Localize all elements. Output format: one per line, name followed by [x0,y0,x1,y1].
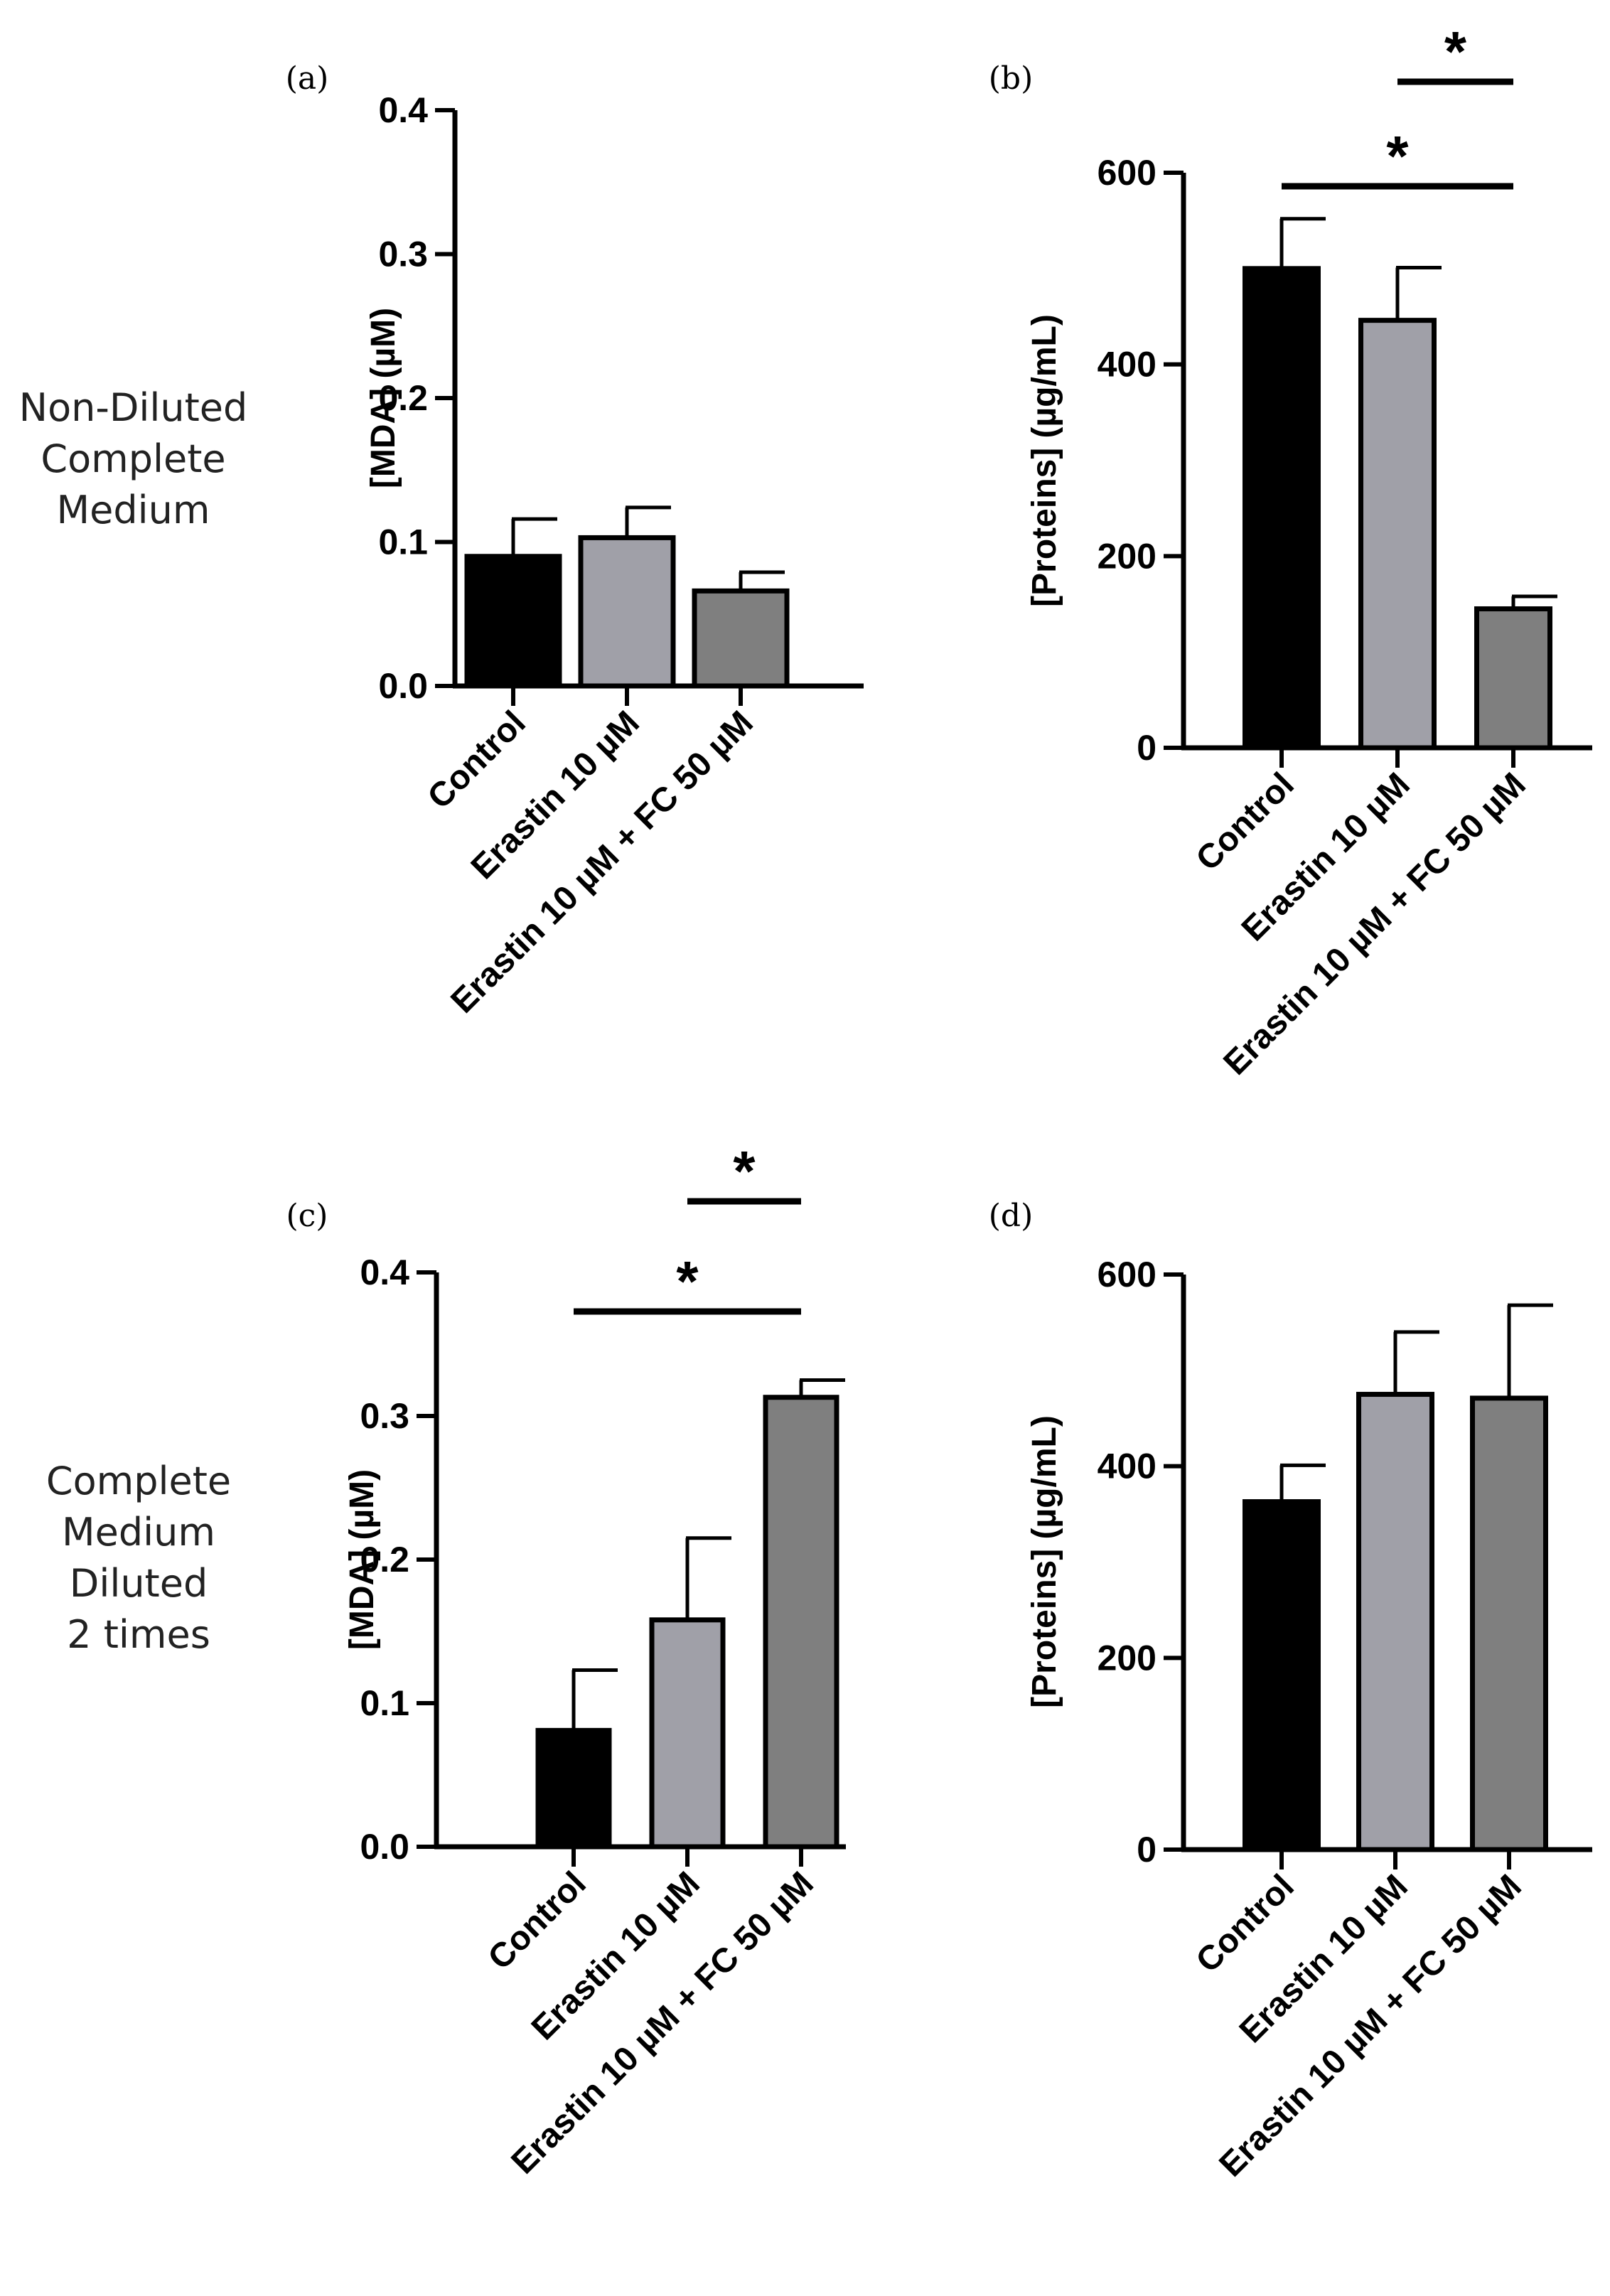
y-tick-label: 400 [1098,345,1156,385]
y-tick-label: 0.2 [360,1540,409,1579]
y-tick-label: 0.1 [360,1683,409,1723]
bar [1470,1395,1548,1852]
x-category-label: Control [421,704,533,816]
significance-star: * [676,1250,699,1313]
y-tick-label: 0.0 [378,666,428,706]
bar [1356,1392,1434,1852]
y-tick-label: 0.4 [378,90,428,130]
row-label-line: Medium [56,488,210,532]
y-axis-title: [Proteins] (µg/mL) [1026,314,1063,607]
y-tick-label: 0 [1137,1830,1156,1869]
row-label-line: Complete [41,436,226,481]
y-tick-label: 0.0 [360,1827,409,1867]
y-axis-title: [MDA] (µM) [343,1469,381,1650]
row-label-line: 2 times [67,1612,210,1657]
x-category-label: Control [481,1865,594,1977]
panel-label: (a) [286,60,329,97]
bar [649,1617,726,1850]
bar [1243,266,1321,751]
significance-star: * [1386,124,1409,188]
significance-star: * [1444,20,1467,83]
bar [1358,318,1437,751]
bar [1474,606,1552,751]
y-tick-label: 0.4 [360,1252,409,1292]
y-tick-label: 0.3 [378,235,428,274]
bar [464,554,562,689]
row-label-line: Diluted [69,1561,208,1606]
row-label-line: Complete [45,1459,232,1503]
bar [692,588,790,689]
bar [763,1395,839,1850]
y-tick-label: 0.2 [378,378,428,418]
y-tick-label: 600 [1098,1255,1156,1294]
panel-label: (d) [989,1198,1034,1234]
y-tick-label: 0.3 [360,1396,409,1436]
bar [578,535,676,689]
y-axis-title: [MDA] (µM) [365,308,402,488]
bar [1243,1499,1321,1852]
y-axis-title: [Proteins] (µg/mL) [1026,1415,1063,1708]
panel-label: (b) [989,60,1034,97]
y-tick-label: 0.1 [378,522,428,562]
y-tick-label: 400 [1098,1447,1156,1486]
significance-star: * [733,1139,756,1203]
bar [535,1727,612,1850]
y-tick-label: 600 [1098,153,1156,193]
y-tick-label: 200 [1098,536,1156,576]
x-category-label: Control [1189,766,1302,878]
row-label-non-diluted: Non-Diluted Complete Medium [11,382,256,536]
row-label-diluted: Complete Medium Diluted 2 times [18,1456,259,1661]
panel-label: (c) [286,1198,328,1234]
row-label-line: Non-Diluted [18,385,248,430]
row-label-line: Medium [62,1510,215,1555]
y-tick-label: 200 [1098,1638,1156,1678]
x-category-label: Control [1189,1867,1302,1980]
y-tick-label: 0 [1137,728,1156,768]
